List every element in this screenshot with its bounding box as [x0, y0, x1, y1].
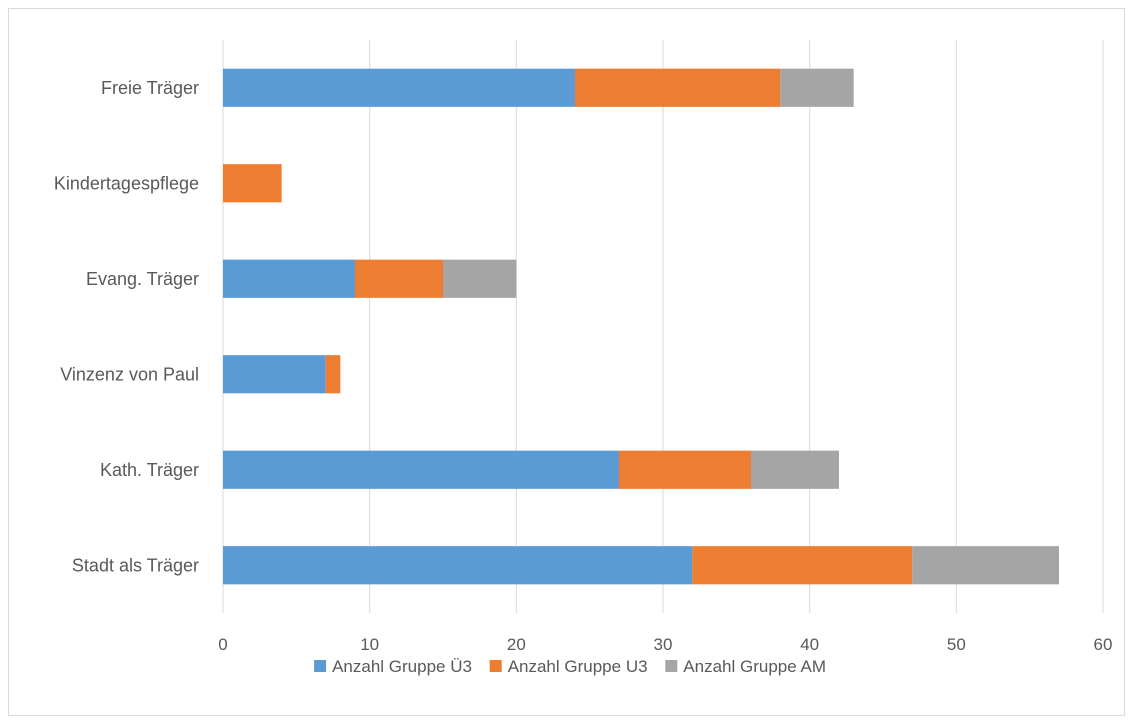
- x-tick-label-50: 50: [947, 635, 966, 654]
- category-label: Evang. Träger: [86, 269, 199, 289]
- axis: 0 10 20 30 40 50 60: [218, 635, 1112, 654]
- legend-label: Anzahl Gruppe U3: [508, 657, 648, 676]
- bar-segment: [223, 68, 575, 107]
- bar-segment: [223, 259, 355, 298]
- x-tick-label-20: 20: [507, 635, 526, 654]
- x-tick-label-0: 0: [218, 635, 227, 654]
- category-label: Freie Träger: [101, 78, 199, 98]
- category-label: Kath. Träger: [100, 460, 199, 480]
- bar-segment: [692, 546, 913, 585]
- gridlines: [222, 40, 1104, 613]
- legend-swatch: [665, 660, 678, 672]
- legend: Anzahl Gruppe Ü3 Anzahl Gruppe U3 Anzahl G…: [314, 657, 826, 676]
- bar-segment: [751, 450, 839, 489]
- category-label: Vinzenz von Paul: [60, 364, 199, 384]
- bar-segment: [575, 68, 781, 107]
- bar-segment: [223, 355, 326, 394]
- legend-label: Anzahl Gruppe Ü3: [332, 657, 472, 676]
- bar-segment: [619, 450, 751, 489]
- x-tick-label-10: 10: [360, 635, 379, 654]
- legend-swatch: [314, 660, 327, 672]
- bars: [223, 68, 1059, 585]
- category-label: Kindertagespflege: [54, 173, 199, 193]
- bar-segment: [325, 355, 341, 394]
- bar-segment: [912, 546, 1059, 585]
- bar-segment: [223, 164, 282, 203]
- bar-segment: [223, 450, 619, 489]
- x-tick-label-30: 30: [654, 635, 673, 654]
- x-tick-label-60: 60: [1094, 635, 1113, 654]
- bar-segment: [355, 259, 443, 298]
- legend-label: Anzahl Gruppe AM: [683, 657, 826, 676]
- category-label: Stadt als Träger: [72, 555, 199, 575]
- bar-segment: [443, 259, 517, 298]
- legend-swatch: [489, 660, 502, 672]
- bar-segment: [780, 68, 854, 107]
- category-labels: Stadt als Träger Kath. Träger Vinzenz von …: [54, 78, 199, 576]
- chart-frame: [8, 8, 1125, 716]
- bar-segment: [223, 546, 693, 585]
- x-tick-label-40: 40: [800, 635, 819, 654]
